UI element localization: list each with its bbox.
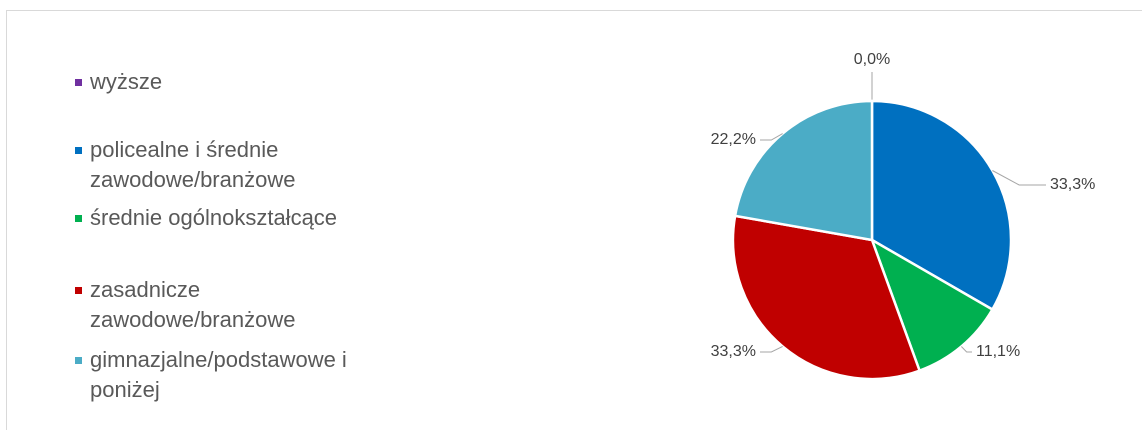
pie-slice: [733, 99, 874, 242]
legend-label: gimnazjalne/podstawowe i poniżej: [90, 347, 347, 402]
data-label: 33,3%: [711, 343, 756, 360]
data-label: 0,0%: [854, 51, 890, 68]
data-label: 22,2%: [711, 131, 756, 148]
legend-item: policealne i średnie zawodowe/branżowe: [75, 135, 405, 195]
legend-swatch: [75, 287, 82, 294]
legend-label: średnie ogólnokształcące: [90, 205, 338, 230]
leader-line: [992, 170, 1046, 186]
legend-swatch: [75, 79, 82, 86]
legend-item: średnie ogólnokształcące: [75, 203, 405, 233]
legend-label: policealne i średnie zawodowe/branżowe: [90, 137, 296, 192]
legend-label: wyższe: [90, 69, 163, 94]
leader-line: [760, 346, 783, 353]
data-label: 11,1%: [976, 343, 1020, 360]
leader-line: [960, 346, 972, 353]
legend-item: wyższe: [75, 67, 405, 97]
legend-swatch: [75, 357, 82, 364]
legend-swatch: [75, 215, 82, 222]
legend-item: gimnazjalne/podstawowe i poniżej: [75, 345, 405, 405]
frame: [6, 10, 1142, 430]
legend-label: zasadnicze zawodowe/branżowe: [90, 277, 296, 332]
leader-line: [760, 133, 783, 141]
legend-swatch: [75, 147, 82, 154]
pie-slice: [731, 214, 922, 381]
legend-item: zasadnicze zawodowe/branżowe: [75, 275, 405, 335]
data-label: 33,3%: [1050, 176, 1095, 193]
